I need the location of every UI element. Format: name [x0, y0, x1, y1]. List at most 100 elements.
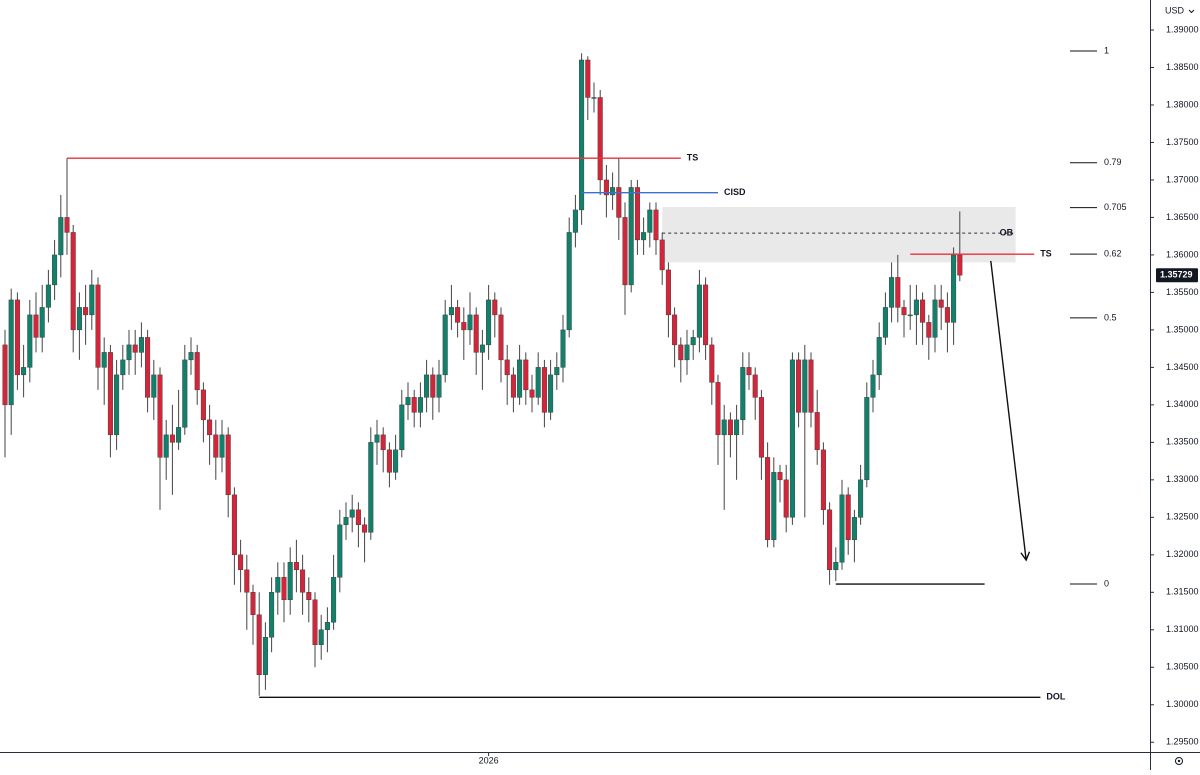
- candle-body: [901, 307, 907, 316]
- candle-body: [8, 299, 14, 406]
- candle-body: [634, 187, 640, 241]
- y-tick-label: 1.29500: [1166, 737, 1199, 747]
- candle-body: [169, 434, 175, 443]
- y-tick-label: 1.36000: [1166, 249, 1199, 259]
- level-label: TS: [1040, 249, 1052, 259]
- candle-body: [579, 59, 585, 211]
- candle-body: [39, 307, 45, 338]
- y-tick-label: 1.38500: [1166, 62, 1199, 72]
- candle-body: [858, 479, 864, 518]
- candle-body: [33, 314, 39, 338]
- candle-body: [647, 209, 653, 233]
- last-price-tag: [1156, 268, 1198, 283]
- arrow-head: [1020, 551, 1031, 562]
- candle-body: [138, 337, 144, 353]
- candle-body: [653, 209, 659, 241]
- candle-body: [715, 382, 721, 436]
- arrow-shaft: [990, 260, 1027, 561]
- y-tick-label: 1.37500: [1166, 137, 1199, 147]
- settings-dot: [1177, 759, 1181, 763]
- candle-body: [275, 577, 281, 593]
- candle-body: [486, 299, 492, 346]
- y-tick-label: 1.32500: [1166, 512, 1199, 522]
- candle-body: [132, 344, 138, 353]
- candle-body: [932, 299, 938, 338]
- candle-body: [895, 277, 901, 308]
- fib-label: 0.5: [1104, 312, 1117, 322]
- candle-body: [331, 577, 337, 623]
- candle-body: [281, 577, 287, 601]
- candle-body: [585, 59, 591, 98]
- candle-body: [293, 562, 299, 571]
- candle-body: [436, 374, 442, 398]
- candle-body: [541, 367, 547, 413]
- level-label: TS: [687, 153, 699, 163]
- candle-body: [312, 599, 318, 645]
- candle-body: [461, 322, 467, 331]
- candle-body: [845, 494, 851, 541]
- candle-body: [424, 374, 430, 398]
- candle-body: [597, 97, 603, 181]
- candle-body: [938, 299, 944, 308]
- candle-body: [399, 404, 405, 451]
- candle-body: [58, 217, 64, 256]
- candle-body: [467, 314, 473, 331]
- candle-body: [870, 374, 876, 398]
- candle-body: [777, 472, 783, 481]
- candle-body: [876, 337, 882, 376]
- candle-body: [393, 449, 399, 473]
- y-tick-label: 1.38000: [1166, 99, 1199, 109]
- ob-label: OB: [1000, 228, 1014, 238]
- candle-body: [783, 479, 789, 518]
- currency-dropdown[interactable]: [1188, 9, 1195, 14]
- candle-body: [951, 254, 957, 323]
- y-tick-label: 1.30500: [1166, 662, 1199, 672]
- candle-body: [52, 254, 58, 286]
- candle-body: [64, 217, 70, 233]
- candle-body: [362, 524, 368, 533]
- y-tick-label: 1.35000: [1166, 324, 1199, 334]
- candle-body: [455, 307, 461, 323]
- candle-body: [926, 322, 932, 338]
- candle-body: [796, 359, 802, 413]
- candle-body: [405, 397, 411, 406]
- candle-body: [27, 314, 33, 368]
- candle-body: [89, 284, 95, 316]
- candle-body: [176, 427, 182, 443]
- candle-body: [287, 562, 293, 601]
- candle-body: [14, 299, 20, 376]
- candle-body: [95, 284, 101, 368]
- fib-label: 0: [1104, 578, 1109, 588]
- y-tick-label: 1.36500: [1166, 212, 1199, 222]
- candle-body: [2, 344, 8, 406]
- candle-body: [492, 299, 498, 316]
- y-tick-label: 1.30000: [1166, 699, 1199, 709]
- candle-body: [628, 187, 634, 286]
- candle-body: [349, 509, 355, 518]
- candle-body: [734, 419, 740, 436]
- level-label: CISD: [724, 187, 746, 197]
- candle-body: [213, 434, 219, 458]
- candle-body: [721, 419, 727, 436]
- currency-label[interactable]: USD: [1165, 5, 1185, 15]
- fib-label: 0.705: [1104, 202, 1127, 212]
- candle-body: [517, 359, 523, 398]
- candle-body: [610, 187, 616, 196]
- candle-body: [417, 397, 423, 413]
- candle-body: [101, 352, 107, 368]
- candle-body: [920, 299, 926, 323]
- candle-body: [808, 359, 814, 413]
- candle-body: [225, 434, 231, 496]
- candle-body: [510, 374, 516, 398]
- settings-icon[interactable]: [1175, 757, 1183, 765]
- candle-body: [913, 299, 919, 316]
- y-tick-label: 1.31500: [1166, 587, 1199, 597]
- candle-body: [907, 314, 913, 317]
- candle-body: [889, 277, 895, 308]
- candle-body: [380, 434, 386, 451]
- candle-body: [727, 419, 733, 436]
- candle-body: [126, 344, 132, 361]
- candle-body: [448, 307, 454, 316]
- candle-body: [523, 359, 529, 391]
- candle-body: [684, 344, 690, 361]
